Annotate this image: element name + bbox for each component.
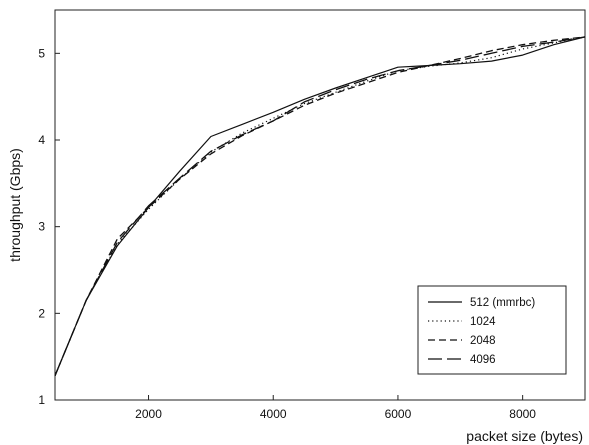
y-tick-label: 1 [38,393,45,407]
legend: 512 (mmrbc) 1024 2048 4096 [417,285,567,375]
x-tick-label: 4000 [260,407,287,421]
y-tick-label: 3 [38,220,45,234]
legend-label-2: 1024 [470,316,496,328]
x-tick-label: 8000 [509,407,536,421]
y-axis-ticks: 1 2 3 4 5 [38,46,60,407]
legend-label-1: 512 (mmrbc) [470,297,535,309]
y-axis-label: throughput (Gbps) [7,148,23,262]
legend-label-3: 2048 [470,335,496,347]
x-axis-label: packet size (bytes) [466,428,583,444]
series-layer [54,36,586,376]
y-tick-label: 2 [38,306,45,320]
x-axis-ticks: 2000 4000 6000 8000 [135,395,536,421]
legend-items: 512 (mmrbc) 1024 2048 4096 [428,297,535,366]
legend-label-4: 4096 [470,354,496,366]
series-line-4 [54,36,586,376]
x-tick-label: 2000 [135,407,162,421]
series-line-2 [54,36,586,376]
series-line-1 [54,36,586,376]
y-tick-label: 5 [38,46,45,60]
x-tick-label: 6000 [385,407,412,421]
y-tick-label: 4 [38,133,45,147]
series-line-3 [54,36,586,376]
legend-box [417,285,567,375]
